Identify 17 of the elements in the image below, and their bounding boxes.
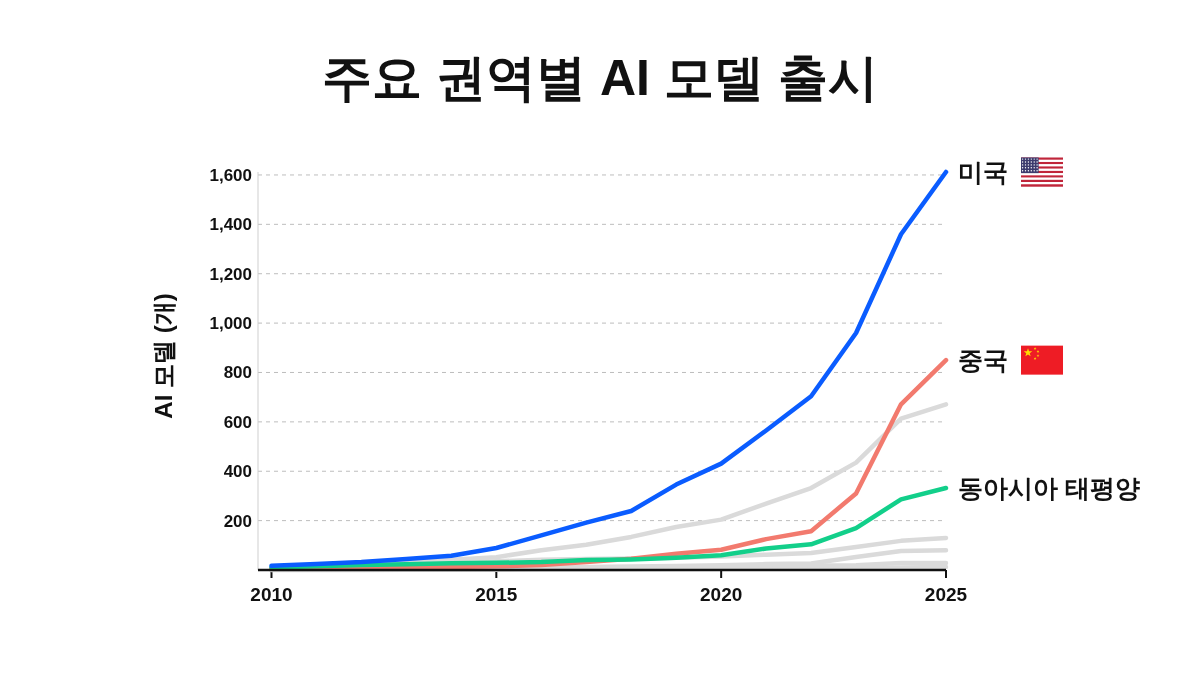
series-label: 미국 <box>958 158 1008 186</box>
ytick: 1,400 <box>209 214 252 234</box>
ytick: 800 <box>223 363 252 382</box>
series-label: 중국 <box>958 346 1008 375</box>
ytick: 1,000 <box>209 313 252 333</box>
ytick: 1,200 <box>209 264 252 284</box>
xtick: 2015 <box>475 583 518 605</box>
title: 주요 권역별 AI 모델 출시 <box>322 50 878 106</box>
ytick: 1,600 <box>209 165 252 185</box>
xtick: 2020 <box>700 583 743 605</box>
ytick: 400 <box>223 461 252 481</box>
xtick: 2025 <box>924 583 968 605</box>
series-label: 동아시아 태평양 <box>958 474 1140 503</box>
ytick: 200 <box>223 511 252 531</box>
ylabel: AI 모델 (개) <box>149 293 177 419</box>
ytick: 600 <box>223 412 252 432</box>
xtick: 2010 <box>250 583 293 605</box>
